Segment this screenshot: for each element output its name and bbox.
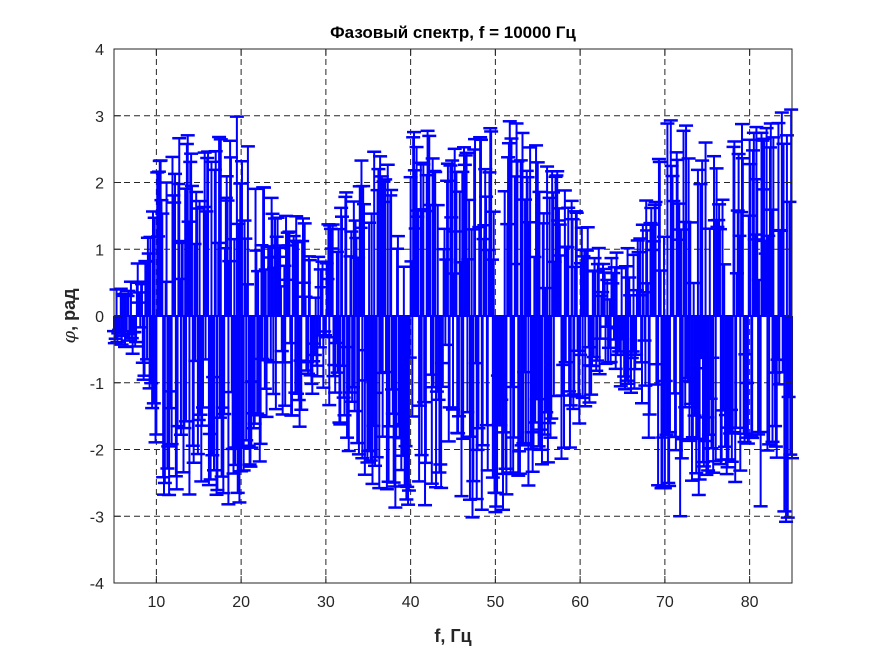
x-tick-label: 50: [486, 594, 504, 611]
x-tick-label: 60: [571, 594, 589, 611]
y-axis-label: φ, рад: [59, 288, 80, 344]
y-tick-label: -2: [90, 443, 104, 460]
y-tick-label: 2: [95, 176, 104, 193]
x-tick-label: 30: [317, 594, 335, 611]
x-tick-label: 10: [147, 594, 165, 611]
y-axis-label-symbol: φ: [59, 331, 80, 344]
y-tick-label: 0: [95, 309, 104, 326]
ticks: 10 20 30 40 50 60 70 80 -4 -3 -2 -1 0 1 2 3 4: [90, 42, 792, 611]
chart-title: Фазовый спектр, f = 10000 Гц: [330, 23, 576, 42]
x-tick-label: 80: [741, 594, 759, 611]
y-tick-label: -4: [90, 576, 104, 593]
errorbar-series: [107, 108, 799, 524]
y-tick-label: -1: [90, 376, 104, 393]
y-axis-label-text: , рад: [59, 288, 79, 331]
x-tick-label: 40: [402, 594, 420, 611]
x-tick-label: 70: [656, 594, 674, 611]
y-tick-label: 3: [95, 109, 104, 126]
y-tick-label: 4: [95, 42, 104, 59]
y-tick-label: 1: [95, 242, 104, 259]
x-axis-label: f, Гц: [434, 626, 471, 646]
y-tick-label: -3: [90, 509, 104, 526]
x-tick-label: 20: [232, 594, 250, 611]
